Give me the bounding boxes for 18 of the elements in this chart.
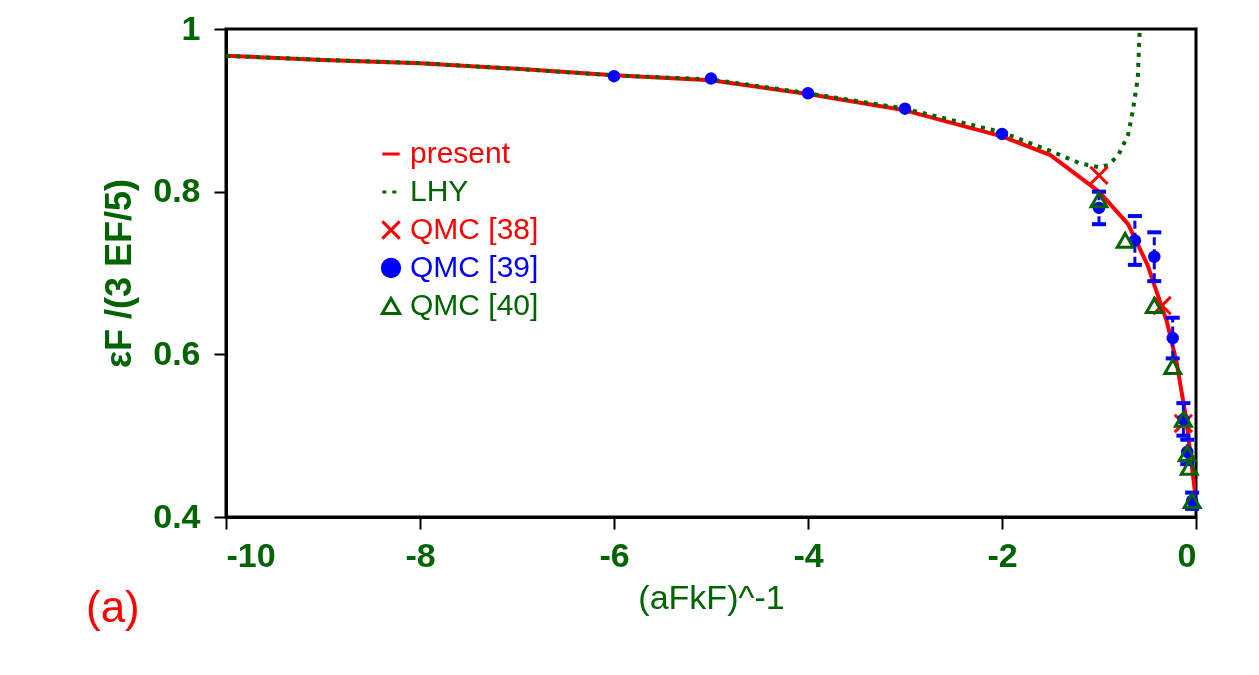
legend-label: present [410,136,511,169]
y-tick-label: 1 [181,8,201,47]
x-axis-title: (aFkF)^-1 [638,577,785,616]
x-tick-label: -6 [599,535,630,574]
text: (a) [86,582,140,631]
y-tick-label: 0.6 [153,333,201,372]
y-tick-label: 0.8 [153,171,201,210]
y-tick-label: 0.4 [153,496,201,535]
y-axis-title: εF /(3 EF/5) [98,178,140,369]
legend-label: QMC [38] [410,212,539,245]
x-tick-label: -10 [226,535,276,574]
x-tick-label: -2 [987,535,1018,574]
x-tick-label: -4 [793,535,824,574]
legend-label: LHY [410,174,469,207]
legend-label: QMC [39] [410,250,539,283]
x-tick-label: -8 [405,535,436,574]
legend-label: QMC [40] [410,288,539,321]
x-tick-label: 0 [1177,535,1197,574]
